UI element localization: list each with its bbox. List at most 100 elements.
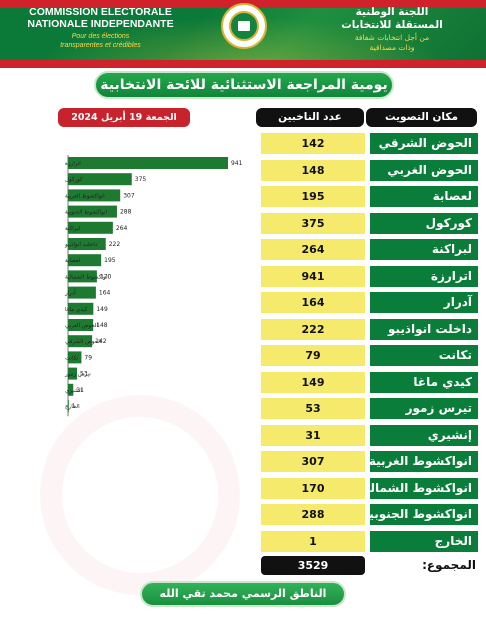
ar-slogan-line1: من أجل انتخابات شفافة <box>354 33 430 42</box>
bar <box>68 254 102 267</box>
value-label: 170 <box>100 273 112 280</box>
bar <box>68 221 113 234</box>
category-label: انواكشوط الشمالية <box>65 273 109 280</box>
value-label: 195 <box>104 257 116 264</box>
category-label: لبراكنة <box>65 225 80 232</box>
value-label: 1 <box>72 403 76 410</box>
bar-chart: اترارزة 941 كوركول 375 انواكشوط الغربية 307 ان… <box>64 155 243 417</box>
bar <box>68 400 69 412</box>
row-count: 195 <box>261 186 365 207</box>
row-place: تيرس زمور <box>370 398 478 419</box>
row-count: 164 <box>261 292 365 313</box>
bar <box>68 286 96 299</box>
row-place: لعصابة <box>370 186 478 207</box>
fr-slogan-line1: Pour des élections <box>71 33 130 40</box>
category-label: كيدي ماغا <box>65 306 88 313</box>
row-place: الخارج <box>370 530 478 552</box>
commission-logo-icon <box>221 3 267 49</box>
ar-slogan-line2: وذات مصداقية <box>369 43 415 52</box>
category-label: الخارج <box>65 404 80 410</box>
bar <box>68 319 94 331</box>
value-label: 164 <box>99 290 111 297</box>
bar <box>68 367 78 380</box>
row-place: لبراكنة <box>370 239 478 260</box>
logo-inner <box>229 11 259 41</box>
category-label: تكانت <box>65 354 79 361</box>
row-place: اترارزة <box>370 265 478 287</box>
value-label: 53 <box>80 371 88 378</box>
row-place: الحوض الغربي <box>370 159 478 181</box>
fr-title-line2: NATIONALE INDEPENDANTE <box>27 18 174 30</box>
date-badge: الجمعة 19 أبريل 2024 <box>58 108 190 127</box>
category-label: انواكشوط الجنوبية <box>65 209 107 216</box>
header-arabic: اللجنة الوطنية المستقلة للانتخابات من أج… <box>312 6 472 53</box>
row-count: 288 <box>261 504 365 525</box>
row-count: 170 <box>261 477 365 499</box>
category-label: لعصابة <box>65 258 81 264</box>
row-count: 941 <box>261 265 365 287</box>
row-place: انواكشوط الشمالية <box>370 477 478 499</box>
total-value: 3529 <box>261 556 365 575</box>
row-count: 149 <box>261 371 365 393</box>
row-place: إنشيري <box>370 424 478 446</box>
bar <box>68 173 132 186</box>
row-place: داخلت انواذيبو <box>370 318 478 340</box>
place-column-header: مكان التصويت <box>366 108 477 127</box>
row-count: 148 <box>261 159 365 181</box>
page-title: يومية المراجعة الاستثنائية للائحة الانتخ… <box>94 71 394 99</box>
spokesperson-banner: الناطق الرسمي محمد تقي الله الأدهم <box>140 581 346 619</box>
value-label: 307 <box>123 192 135 199</box>
bar <box>68 238 106 250</box>
value-label: 79 <box>84 354 92 361</box>
bar <box>68 351 82 364</box>
row-place: تكانت <box>370 345 478 366</box>
bar <box>68 189 121 202</box>
category-label: الحوض الغربي <box>65 323 98 329</box>
category-label: كوركول <box>65 176 83 183</box>
value-label: 941 <box>231 160 243 167</box>
ballot-box-icon <box>238 21 250 31</box>
value-label: 288 <box>120 209 132 216</box>
category-label: اترارزة <box>65 161 81 167</box>
fr-title-line1: COMMISSION ELECTORALE <box>29 6 172 18</box>
header-french: COMMISSION ELECTORALE NATIONALE INDEPEND… <box>18 6 183 50</box>
row-count: 79 <box>261 345 365 366</box>
red-stripe-bottom <box>0 60 486 68</box>
category-label: انواكشوط الغربية <box>65 192 105 199</box>
row-place: الحوض الشرقي <box>370 133 478 154</box>
row-count: 142 <box>261 133 365 154</box>
value-label: 148 <box>96 322 108 329</box>
category-label: الحوض الشرقي <box>65 339 102 345</box>
row-count: 307 <box>261 451 365 472</box>
value-label: 375 <box>135 176 147 183</box>
value-label: 149 <box>96 306 108 313</box>
row-count: 1 <box>261 530 365 552</box>
row-count: 375 <box>261 212 365 234</box>
voters-column-header: عدد الناخبين <box>256 108 364 127</box>
row-count: 222 <box>261 318 365 340</box>
row-count: 53 <box>261 398 365 419</box>
bar <box>68 335 93 348</box>
ar-title-line1: اللجنة الوطنية <box>355 6 429 18</box>
row-place: كوركول <box>370 212 478 234</box>
watermark-seal <box>40 395 240 595</box>
row-place: انواكشوط الغربية <box>370 451 478 472</box>
total-label: المجموع: <box>422 558 476 572</box>
value-label: 222 <box>109 241 121 248</box>
bar <box>68 157 228 169</box>
bar <box>68 270 97 283</box>
row-place: انواكشوط الجنوبية <box>370 504 478 525</box>
bar <box>68 383 74 396</box>
row-place: كيدي ماغا <box>370 371 478 393</box>
ar-title-line2: المستقلة للانتخابات <box>341 19 443 31</box>
value-label: 142 <box>95 338 107 345</box>
bar <box>68 205 117 218</box>
row-count: 31 <box>261 424 365 446</box>
bar <box>68 302 94 315</box>
category-label: تيرس زمور <box>64 372 91 378</box>
category-label: داخلت انواذيبو <box>64 242 98 248</box>
header-banner: COMMISSION ELECTORALE NATIONALE INDEPEND… <box>0 0 486 68</box>
row-place: آدرار <box>370 292 478 313</box>
category-label: انشيري <box>65 388 82 394</box>
value-label: 31 <box>76 387 84 394</box>
